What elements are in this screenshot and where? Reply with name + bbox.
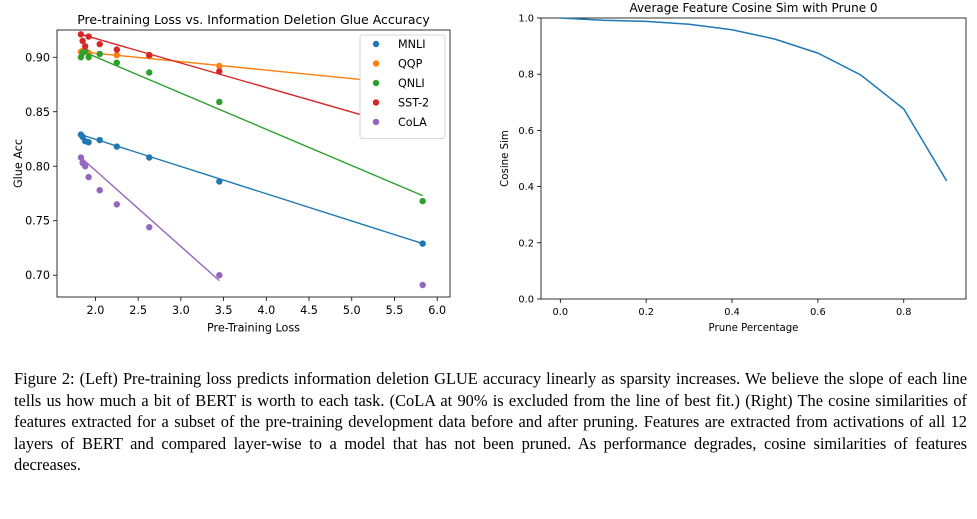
x-tick-label: 2.0 (87, 304, 105, 317)
legend-marker (372, 118, 380, 126)
legend-marker (372, 99, 380, 106)
data-point (85, 173, 92, 181)
data-point (96, 50, 103, 58)
data-point (216, 178, 223, 185)
data-point (96, 187, 103, 194)
legend-label: SST-2 (398, 97, 429, 110)
x-tick-label: 3.0 (172, 304, 190, 317)
legend-label: QNLI (398, 77, 425, 90)
data-point (216, 62, 223, 70)
data-point (216, 272, 223, 279)
x-tick-label: 6.0 (428, 304, 446, 317)
legend-frame (359, 34, 446, 139)
legend-label: QQP (398, 58, 423, 71)
data-point (146, 51, 153, 59)
x-tick-label: 0.4 (724, 307, 740, 318)
y-tick-label: 0.2 (518, 238, 534, 249)
chart-1: 2.0 2.5 3.0 3.5 4.0 4.5 5.0 5.5 6.0 0.70 0.75 0.80 0… (12, 12, 451, 334)
plot-frame (56, 29, 451, 298)
data-point (85, 33, 92, 40)
chart-title: Average Feature Cosine Sim with Prune 0 (629, 1, 877, 15)
data-point (77, 31, 85, 38)
y-tick-label: 0.75 (25, 215, 50, 228)
legend: MNLI QQP QNLI SST-2 CoLA (359, 34, 446, 139)
data-point (146, 224, 153, 231)
y-tick-label: 0.0 (518, 295, 534, 306)
legend-marker (372, 60, 380, 67)
y-tick-label: 1.0 (518, 14, 534, 25)
x-axis-label: Prune Percentage (709, 323, 799, 334)
y-tick-label: 0.70 (25, 269, 50, 282)
data-point (216, 98, 223, 106)
legend-marker (372, 40, 380, 48)
data-point (113, 201, 121, 208)
y-tick-label: 0.85 (25, 106, 50, 119)
data-point (216, 68, 223, 75)
series-cola (77, 154, 426, 289)
data-point (113, 143, 121, 150)
x-tick-label: 0.8 (896, 307, 912, 318)
chart-title: Pre-training Loss vs. Information Deleti… (77, 12, 430, 27)
x-tick-label: 0.2 (638, 307, 654, 318)
data-point (96, 136, 103, 144)
y-tick-label: 0.90 (25, 51, 50, 64)
legend-marker (372, 79, 380, 87)
legend-label: CoLA (398, 116, 427, 129)
fit-line (80, 156, 220, 282)
data-point (79, 37, 86, 45)
data-point (419, 281, 426, 289)
x-tick-label: 2.5 (129, 304, 147, 317)
chart-2: 0.0 0.2 0.4 0.6 0.8 0.0 0.2 0.4 0.6 0.8 1.0 Average… (500, 1, 967, 334)
data-point (146, 69, 153, 76)
y-tick-label: 0.4 (518, 182, 534, 193)
legend-label: MNLI (398, 38, 426, 51)
y-axis-label: Cosine Sim (500, 130, 511, 187)
x-tick-label: 5.5 (386, 304, 404, 317)
series-mnli (77, 131, 426, 247)
fit-line (80, 50, 423, 197)
data-point (81, 163, 89, 170)
data-point (77, 154, 85, 161)
y-tick-label: 0.6 (518, 126, 534, 137)
data-point (419, 240, 426, 247)
x-tick-label: 0.6 (810, 307, 826, 318)
x-tick-label: 5.0 (343, 304, 361, 317)
data-point (81, 43, 89, 50)
y-tick-label: 0.80 (25, 160, 50, 173)
fit-line (80, 133, 423, 245)
series-line-1 (560, 17, 948, 182)
data-point (113, 51, 121, 59)
figure-caption: Figure 2: (Left) Pre-training loss predi… (14, 369, 967, 474)
x-tick-label: 3.5 (215, 304, 233, 317)
data-point (146, 154, 153, 161)
y-axis-label: Glue Acc (12, 139, 25, 188)
x-axis-label: Pre-Training Loss (207, 321, 300, 334)
data-point (85, 139, 92, 146)
x-tick-label: 4.0 (257, 304, 275, 317)
data-point (113, 46, 121, 53)
series-qnli (77, 47, 426, 205)
data-point (85, 54, 92, 61)
plot-frame (540, 17, 967, 300)
x-tick-label: 4.5 (300, 304, 318, 317)
data-point (419, 197, 426, 205)
y-tick-label: 0.8 (518, 70, 534, 81)
x-tick-label: 0.0 (553, 307, 569, 318)
data-point (113, 59, 121, 66)
data-point (96, 40, 103, 48)
